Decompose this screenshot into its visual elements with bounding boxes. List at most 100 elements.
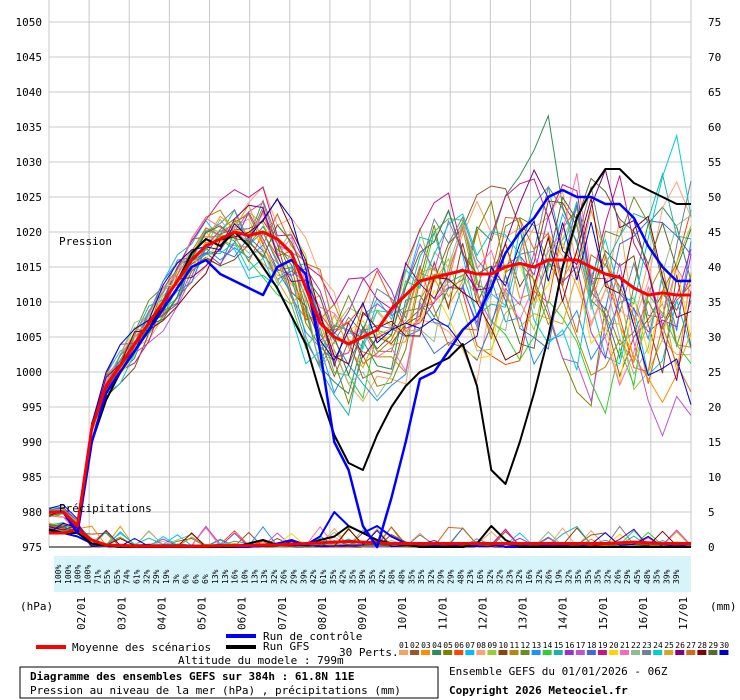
precip-label: Précipitations — [59, 502, 152, 515]
y-tick-right: 15 — [708, 436, 721, 449]
pert-number: 20 — [609, 641, 619, 650]
pert-swatch — [597, 650, 607, 655]
legend: Moyenne des scénarios Run de contrôle Ru… — [36, 630, 729, 667]
y-tick-right: 10 — [708, 471, 721, 484]
pert-number: 24 — [653, 641, 663, 650]
x-tick-label: 03/01 — [115, 597, 128, 630]
y-tick-left: 1000 — [16, 366, 43, 379]
left-axis-unit: (hPa) — [20, 600, 53, 613]
precip-probability-value: 39% — [299, 569, 308, 584]
perturbation-line — [48, 195, 692, 527]
pert-swatch — [697, 650, 707, 655]
title-box — [19, 666, 439, 699]
precip-probability-value: 48% — [643, 569, 652, 584]
control-pressure-line — [49, 188, 691, 549]
pert-number: 23 — [642, 641, 652, 650]
pert-number: 27 — [686, 641, 696, 650]
precip-probability-value: 42% — [378, 569, 387, 584]
pert-number: 26 — [675, 641, 685, 650]
run-label: Ensemble GEFS du 01/01/2026 - 06Z — [449, 665, 668, 678]
legend-perts-label: 30 Perts. — [339, 646, 399, 659]
pert-swatch — [686, 650, 696, 655]
precip-probability-value: 35% — [417, 569, 426, 584]
precip-probability-value: 32% — [142, 569, 151, 584]
pert-number: 19 — [598, 641, 608, 650]
pressure-label: Pression — [59, 235, 112, 248]
pert-swatch — [542, 650, 552, 655]
x-tick-label: 06/01 — [236, 597, 249, 630]
precip-probability-value: 45% — [633, 569, 642, 584]
precip-probability-value: 26% — [613, 569, 622, 584]
perturbation-legend: 01 02 03 04 05 06 07 08 09 10 11 12 13 14 15 16 17 18 19 20… — [399, 641, 729, 655]
pert-number: 14 — [543, 641, 553, 650]
pert-swatch — [410, 650, 420, 655]
pert-swatch — [399, 650, 408, 655]
precip-probability-value: 35% — [584, 569, 593, 584]
pert-swatch — [664, 650, 674, 655]
y-tick-right: 25 — [708, 366, 721, 379]
precip-probability-value: 19% — [554, 569, 563, 584]
precip-probability-value: 6% — [201, 574, 210, 584]
precip-probability-value: 32% — [270, 569, 279, 584]
precip-probability-row: 100% 100% 100% 100% 71% 55% 65% 74% 61% 32% 29% 19%… — [54, 556, 691, 592]
chart-title: Diagramme des ensembles GEFS sur 384h : … — [30, 670, 355, 683]
y-tick-right: 5 — [708, 506, 715, 519]
precip-probability-value: 55% — [103, 569, 112, 584]
pert-swatch — [498, 650, 508, 655]
pert-swatch — [553, 650, 563, 655]
pert-number: 02 — [410, 641, 420, 650]
precip-probability-value: 42% — [339, 569, 348, 584]
x-tick-label: 04/01 — [155, 597, 168, 630]
pert-number: 09 — [487, 641, 497, 650]
pert-swatch — [575, 650, 585, 655]
y-tick-right: 30 — [708, 331, 721, 344]
model-altitude: Altitude du modele : 799m — [178, 654, 344, 667]
mean-precip-line — [49, 528, 691, 548]
precip-probability-value: 3% — [172, 574, 181, 584]
precip-probability-value: 35% — [653, 569, 662, 584]
mean-pressure-line — [49, 230, 691, 528]
precip-probability-value: 74% — [123, 569, 132, 584]
precip-probability-value: 16% — [476, 569, 485, 584]
precip-probability-value: 39% — [672, 569, 681, 584]
pert-number: 30 — [719, 641, 729, 650]
pert-number: 13 — [532, 641, 542, 650]
x-tick-label: 05/01 — [196, 597, 209, 630]
pert-swatch — [708, 650, 718, 655]
copyright: Copyright 2026 Meteociel.fr — [449, 684, 628, 697]
precip-probability-value: 6% — [191, 574, 200, 584]
right-axis-unit: (mm) — [710, 600, 737, 613]
pert-number: 07 — [465, 641, 475, 650]
precip-probability-value: 100% — [64, 565, 73, 584]
pert-swatch — [586, 650, 596, 655]
y-tick-left: 1025 — [16, 191, 43, 204]
precip-probability-value: 29% — [290, 569, 299, 584]
precip-probability-band — [54, 556, 691, 592]
y-tick-right: 55 — [708, 156, 721, 169]
precip-probability-value: 32% — [515, 569, 524, 584]
precip-probability-value: 100% — [74, 565, 83, 584]
perturbation-line — [49, 200, 692, 522]
y-tick-left: 1015 — [16, 261, 43, 274]
y-tick-right: 50 — [708, 191, 721, 204]
y-tick-left: 975 — [22, 541, 42, 554]
x-tick-label: 09/01 — [356, 597, 369, 630]
precip-probability-value: 61% — [133, 569, 142, 584]
precip-probability-value: 100% — [54, 565, 63, 584]
precip-probability-value: 26% — [280, 569, 289, 584]
precip-probability-value: 35% — [368, 569, 377, 584]
pert-swatch — [653, 650, 663, 655]
perturbation-line — [48, 177, 692, 527]
y-tick-right: 0 — [708, 541, 715, 554]
y-tick-right: 40 — [708, 261, 721, 274]
precip-probability-value: 61% — [319, 569, 328, 584]
y-tick-left: 1010 — [16, 296, 43, 309]
precip-probability-value: 35% — [329, 569, 338, 584]
precip-probability-value: 16% — [525, 569, 534, 584]
precip-probability-value: 32% — [604, 569, 613, 584]
y-tick-left: 980 — [22, 506, 42, 519]
y-tick-left: 990 — [22, 436, 42, 449]
pert-number: 06 — [454, 641, 464, 650]
